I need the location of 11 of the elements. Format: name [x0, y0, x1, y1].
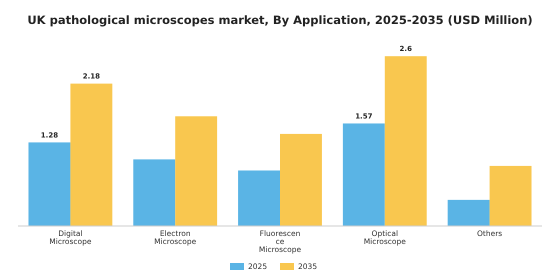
bar [175, 116, 218, 226]
bar [238, 170, 280, 226]
bar [28, 142, 70, 226]
bar [342, 123, 385, 226]
bar [70, 84, 112, 226]
bar [280, 134, 322, 226]
bar [133, 159, 176, 226]
bar [448, 200, 490, 226]
bar [384, 56, 427, 226]
chart-title: UK pathological microscopes market, By Application, 2025-2035 (USD Million) [27, 13, 533, 27]
bar [490, 166, 532, 226]
